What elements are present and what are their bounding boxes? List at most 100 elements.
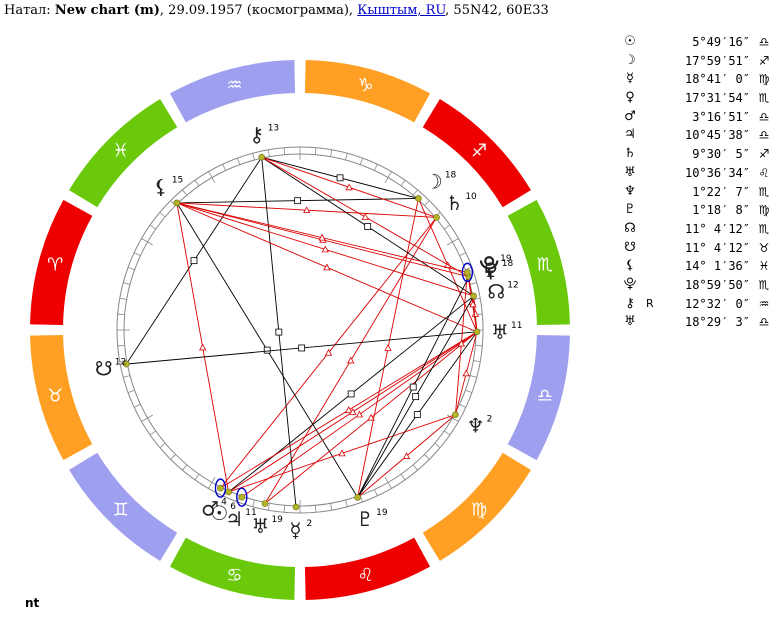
zodiac-glyph-aquarius: ♒ (226, 75, 242, 96)
planet-degree-chiron: 13 (268, 124, 279, 134)
scale-tick (149, 224, 157, 230)
zodiac-segment-virgo (422, 452, 531, 561)
scale-tick (400, 473, 406, 481)
zodiac-segment-leo (304, 537, 431, 600)
planet-degree-venus: 18 (502, 259, 514, 269)
planet-longitude: 10°36′34″ (684, 165, 750, 180)
planet-glyph-sun: ☉ (210, 501, 228, 525)
zodiac-segment-libra (507, 334, 570, 461)
planet-degree-mars: 4 (221, 498, 227, 508)
planet-position-row: ♅ 18°29′ 3″ ♎ (622, 313, 772, 332)
planet-glyph-icon: ♃ (624, 127, 636, 143)
planet-dot-jupiter (238, 493, 246, 501)
planet-position-row: ☿ 18°41′ 0″ ♍ (622, 70, 772, 89)
planet-glyph-icon: ☿ (626, 71, 634, 87)
planet-glyph-icon: ♇ (624, 202, 636, 218)
aspect-triangle-marker (457, 339, 466, 347)
scale-tick (267, 149, 270, 157)
scale-tick (374, 489, 378, 497)
planet-glyph-icon: ☋ (624, 239, 636, 255)
planet-position-row: ♂ 3°16′51″ ♎ (622, 108, 772, 127)
planet-glyph-moon: ☽ (425, 169, 443, 193)
aspect-square-marker (409, 383, 417, 391)
planet-dot-proserpina (464, 269, 471, 276)
scale-tick (330, 149, 333, 157)
planet-dot-neptune (452, 411, 459, 419)
zodiac-glyph-cancer: ♋ (226, 565, 242, 586)
planet-glyph-icon: ⚷ (625, 295, 635, 311)
scale-tick (469, 282, 477, 285)
planet-degree-lilith: 15 (172, 175, 183, 185)
planet-position-row: ♄ 9°30′ 5″ ♐ (622, 145, 772, 164)
aspect-triangle-marker (355, 410, 364, 418)
highlight-ring-jupiter (236, 487, 248, 507)
planet-position-row: ⚷ R 12°32′ 0″ ♒ (622, 295, 772, 314)
zodiac-segment-pisces (69, 99, 178, 208)
scale-tick (127, 267, 135, 271)
scale-tick (443, 430, 451, 436)
scale-tick (447, 414, 459, 422)
zodiac-segment-scorpio (507, 199, 570, 326)
planet-longitude: 18°59′50″ (684, 277, 750, 292)
scale-tick (345, 153, 348, 161)
planet-glyph-south-node: ☋ (95, 357, 113, 381)
sign-glyph-icon: ♓ (758, 259, 770, 274)
zodiac-glyph-libra: ♎ (537, 386, 553, 407)
scale-tick (424, 200, 430, 206)
planet-glyph-uranus: ♅ (251, 514, 269, 538)
planet-position-row: ☋ 11° 4′12″ ♉ (622, 239, 772, 258)
planet-position-row: ♅ 10°36′34″ ♌ (622, 164, 772, 183)
scale-tick (314, 505, 317, 513)
planet-glyph-mercury: ☿ (289, 518, 301, 542)
aspect-triangle-marker (321, 245, 329, 253)
scale-tick (127, 389, 135, 393)
scale-tick (222, 163, 226, 171)
chart-details: , 29.09.1957 (космограмма), (159, 3, 358, 18)
sign-glyph-icon: ♐ (758, 53, 770, 68)
planet-degree-saturn: 10 (465, 192, 477, 202)
planet-longitude: 14° 1′36″ (684, 259, 750, 274)
planet-longitude: 9°30′ 5″ (692, 147, 750, 162)
planet-degree-proserpina: 19 (500, 254, 512, 264)
aspect-square-marker (413, 411, 421, 419)
aspect-triangle-marker (199, 343, 207, 351)
planet-dot-moon (415, 195, 422, 202)
scale-tick (133, 404, 141, 408)
planet-position-row: ♇ 1°18′ 8″ ♍ (622, 201, 772, 220)
zodiac-segment-gemini (69, 452, 178, 561)
aspect-triangle-marker (471, 310, 480, 317)
highlight-ring-mars (214, 478, 227, 498)
aspect-square-marker (364, 223, 372, 230)
planet-longitude: 17°31′54″ (684, 91, 750, 106)
planet-glyph-node: ☊ (487, 279, 505, 303)
zodiac-glyph-virgo: ♍ (471, 499, 487, 520)
planet-position-row: ♀ 17°31′54″ ♏ (622, 89, 772, 108)
aspect-square-marker (294, 197, 302, 205)
scale-tick (475, 344, 483, 347)
planet-longitude: 3°16′51″ (692, 109, 750, 124)
planet-glyph-chiron: ⚷ (249, 123, 264, 147)
scale-inner-ring (123, 153, 477, 507)
scale-tick (345, 499, 348, 507)
sign-glyph-icon: ♌ (758, 165, 770, 180)
planet-dot-uranus-dup (473, 328, 481, 336)
zodiac-glyph-sagittarius: ♐ (471, 141, 487, 162)
planet-glyph-neptune: ♆ (467, 414, 485, 438)
scale-tick (330, 503, 333, 511)
planet-degree-south-node: 12 (115, 358, 126, 368)
planet-glyph-pluto: ♇ (356, 507, 374, 531)
aspect-square-marker (298, 344, 306, 352)
planet-degree-uranus: 19 (271, 515, 283, 525)
planet-positions-table: ☉ 5°49′16″ ♎ ☽ 17°59′51″ ♐ ☿ 18°41′ 0″ ♍ ♀ 17°31′5… (622, 33, 772, 332)
aspect-triangle-marker (347, 356, 355, 364)
zodiac-glyph-capricorn: ♑ (358, 75, 374, 96)
aspect-triangle-marker (349, 408, 357, 415)
planet-longitude: 5°49′16″ (692, 35, 750, 49)
scale-tick (208, 171, 216, 183)
aspect-triangle-marker (324, 348, 333, 356)
sign-glyph-icon: ♏ (758, 184, 770, 199)
planet-glyph-icon: ☉ (624, 34, 636, 49)
place-link[interactable]: Кыштым, RU (357, 3, 446, 18)
planet-dot-sun (225, 488, 232, 496)
aspect-triangle-marker (303, 206, 311, 214)
